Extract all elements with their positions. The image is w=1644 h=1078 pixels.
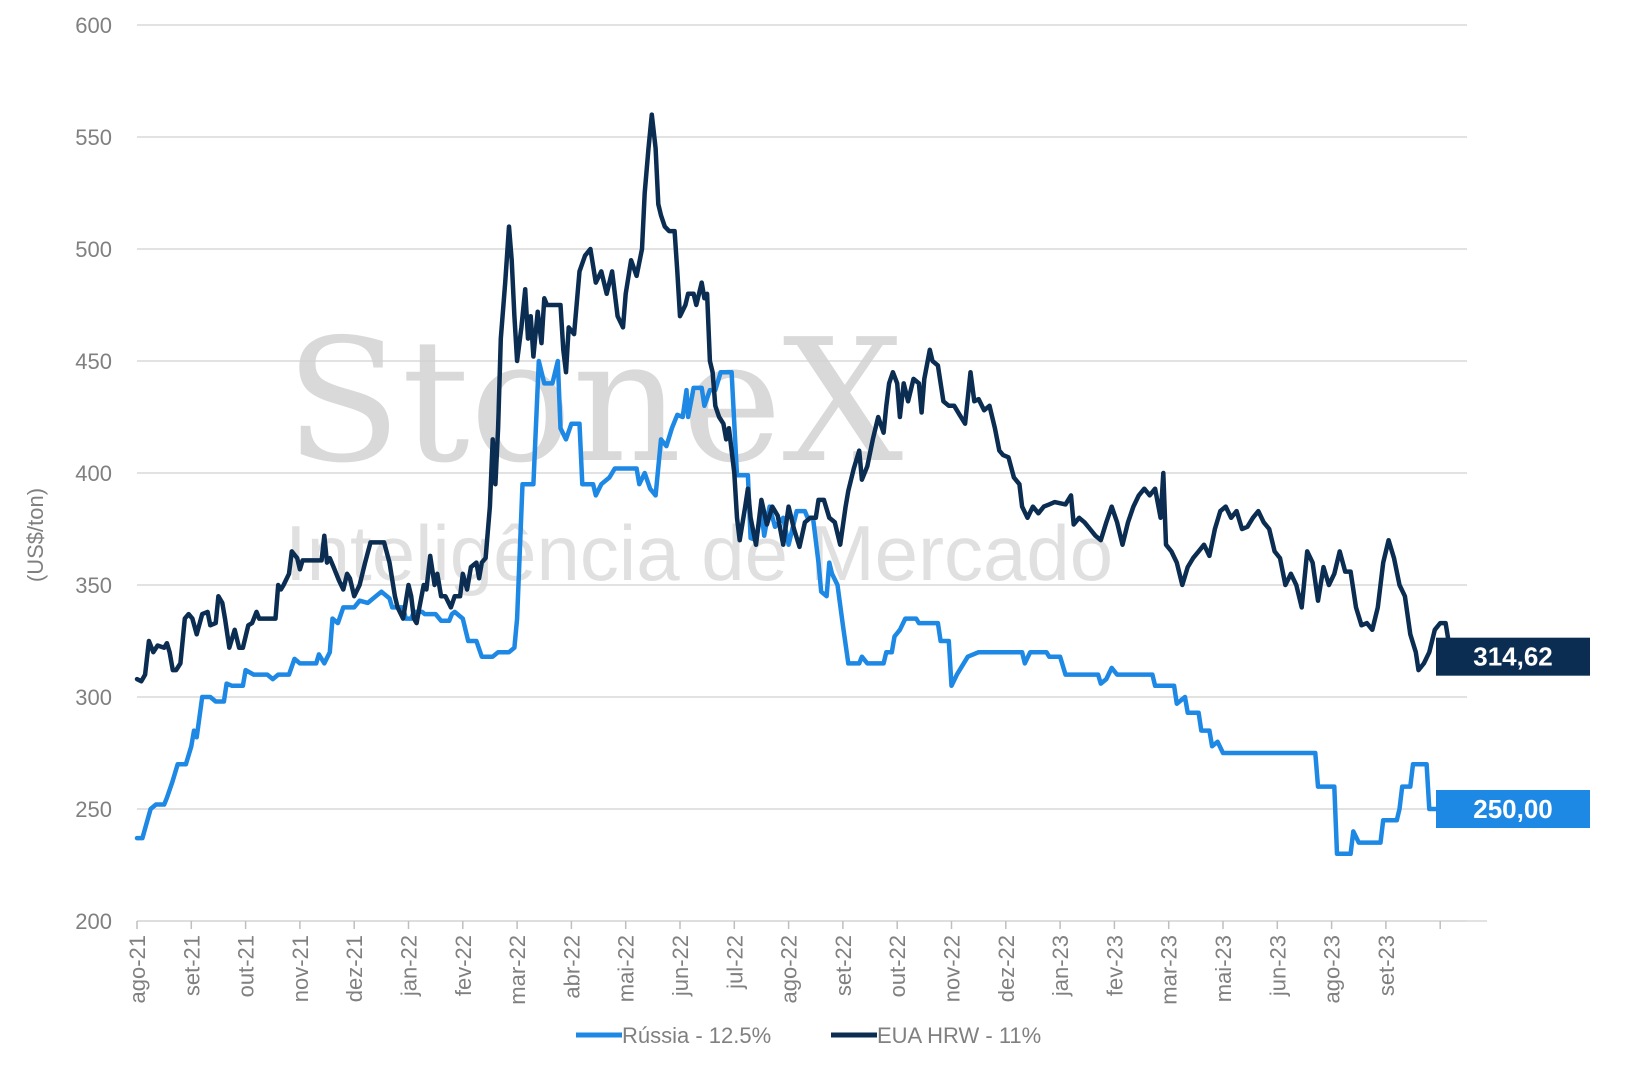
series-line-russia [134, 358, 1448, 857]
x-tick-label-set-23: set-23 [1374, 935, 1399, 996]
watermark-subtitle: Inteligência de Mercado [285, 509, 1113, 597]
x-tick-label-nov-21: nov-21 [288, 935, 313, 1002]
legend: Rússia - 12.5% EUA HRW - 11% [576, 1023, 1041, 1048]
x-tick-label-set-21: set-21 [179, 935, 204, 996]
y-axis-label: (US$/ton) [23, 488, 48, 582]
y-tick-label-350: 350 [75, 573, 112, 598]
x-tick-label-jul-22: jul-22 [722, 935, 747, 990]
x-tick-label-out-21: out-21 [234, 935, 259, 997]
legend-label-russia: Rússia - 12.5% [622, 1023, 771, 1048]
x-tick-label-jun-22: jun-22 [668, 935, 693, 997]
watermark-logo: StoneX [285, 303, 903, 501]
x-tick-label-fev-23: fev-23 [1102, 935, 1127, 996]
x-tick-label-ago-23: ago-23 [1320, 935, 1345, 1004]
x-tick-label-mar-23: mar-23 [1157, 935, 1182, 1005]
legend-label-usa-hrw: EUA HRW - 11% [877, 1023, 1041, 1048]
y-tick-label-550: 550 [75, 125, 112, 150]
x-axis: ago-21 set-21 out-21 nov-21 dez-21 jan-22 fev-… [125, 920, 1487, 1005]
series-lines [134, 112, 1465, 857]
x-tick-label-abr-22: abr-22 [559, 935, 584, 999]
x-tick-label-nov-22: nov-22 [940, 935, 965, 1002]
x-tick-label-mai-22: mai-22 [614, 935, 639, 1002]
y-tick-label-200: 200 [75, 909, 112, 934]
x-tick-label-jun-23: jun-23 [1265, 935, 1290, 997]
y-tick-label-300: 300 [75, 685, 112, 710]
x-tick-label-dez-22: dez-22 [994, 935, 1019, 1002]
last-value-label-usa-hrw: 314,62 [1473, 642, 1553, 672]
watermark: StoneX Inteligência de Mercado [285, 303, 1113, 597]
y-axis-ticks: 200 250 300 350 400 450 500 550 600 [75, 13, 112, 934]
x-tick-label-fev-22: fev-22 [451, 935, 476, 996]
y-tick-label-250: 250 [75, 797, 112, 822]
x-tick-label-jan-22: jan-22 [397, 935, 422, 997]
x-tick-label-set-22: set-22 [831, 935, 856, 996]
y-tick-label-400: 400 [75, 461, 112, 486]
x-tick-label-jan-23: jan-23 [1048, 935, 1073, 997]
series-line-usa-hrw [134, 112, 1465, 684]
x-tick-label-ago-21: ago-21 [125, 935, 150, 1004]
x-tick-label-dez-21: dez-21 [342, 935, 367, 1002]
last-value-tags: 250,00 314,62 [1436, 637, 1590, 828]
x-tick-label-mai-23: mai-23 [1211, 935, 1236, 1002]
y-tick-label-450: 450 [75, 349, 112, 374]
last-value-tag-usa-hrw [1436, 637, 1590, 676]
y-tick-label-600: 600 [75, 13, 112, 38]
last-value-label-russia: 250,00 [1473, 794, 1553, 824]
x-tick-label-mar-22: mar-22 [505, 935, 530, 1005]
x-tick-label-ago-22: ago-22 [777, 935, 802, 1004]
x-tick-label-out-22: out-22 [885, 935, 910, 997]
last-value-tag-russia [1436, 790, 1590, 828]
y-tick-label-500: 500 [75, 237, 112, 262]
